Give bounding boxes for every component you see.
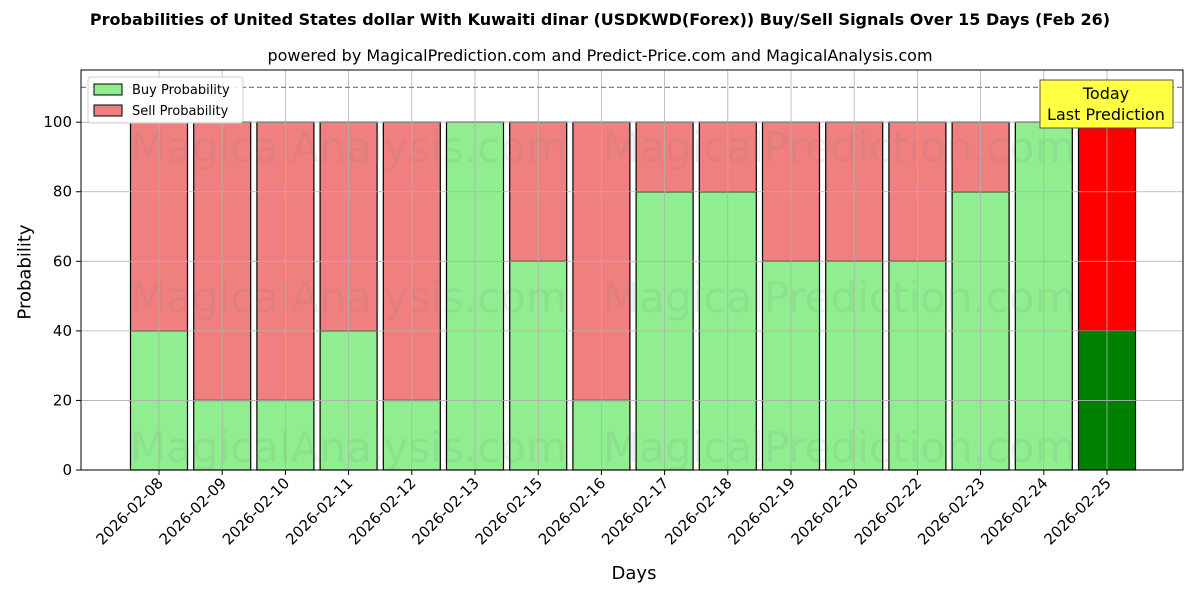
legend-sell-swatch — [93, 104, 123, 117]
legend-buy-label: Buy Probability — [132, 83, 230, 98]
plot-frame — [80, 69, 1184, 471]
x-tick-label: 2026-02-09 — [156, 474, 230, 548]
x-tick-label: 2026-02-12 — [345, 474, 419, 548]
watermark: MagicalPrediction.com — [603, 273, 1076, 322]
svg-text:Today: Today — [1082, 84, 1129, 103]
svg-text:Last Prediction: Last Prediction — [1047, 105, 1165, 124]
x-tick-label: 2026-02-10 — [219, 474, 293, 548]
grid — [81, 70, 1183, 471]
x-tick-label: 2026-02-15 — [472, 474, 546, 548]
x-tick-label: 2026-02-20 — [788, 474, 862, 548]
x-tick-label: 2026-02-16 — [535, 474, 609, 548]
x-tick-label: 2026-02-17 — [598, 474, 672, 548]
legend-sell-label: Sell Probability — [132, 104, 229, 119]
x-tick-label: 2026-02-11 — [282, 474, 356, 548]
x-tick-label: 2026-02-13 — [408, 474, 482, 548]
x-tick-label: 2026-02-25 — [1040, 474, 1114, 548]
watermark: MagicalPrediction.com — [603, 123, 1076, 172]
x-axis-label: Days — [611, 563, 657, 584]
y-tick-label: 40 — [53, 322, 72, 340]
chart-title: Probabilities of United States dollar Wi… — [89, 10, 1111, 29]
chart-subtitle: powered by MagicalPrediction.com and Pre… — [267, 46, 933, 65]
x-tick-label: 2026-02-24 — [977, 474, 1051, 548]
x-tick-label: 2026-02-22 — [851, 474, 925, 548]
x-tick-label: 2026-02-18 — [661, 474, 735, 548]
legend-buy-swatch — [93, 83, 123, 96]
today-annotation: Today Last Prediction — [1039, 79, 1174, 129]
y-tick-label: 80 — [53, 183, 72, 201]
x-tick-label: 2026-02-19 — [724, 474, 798, 548]
y-tick-label: 20 — [53, 391, 72, 409]
x-tick-label: 2026-02-08 — [92, 474, 166, 548]
y-tick-label: 60 — [53, 252, 72, 270]
legend: Buy Probability Sell Probability — [87, 76, 244, 124]
x-tick-label: 2026-02-23 — [914, 474, 988, 548]
y-tick-label: 100 — [43, 113, 72, 131]
watermark: MagicalPrediction.com — [603, 423, 1076, 472]
y-tick-label: 0 — [62, 461, 72, 479]
